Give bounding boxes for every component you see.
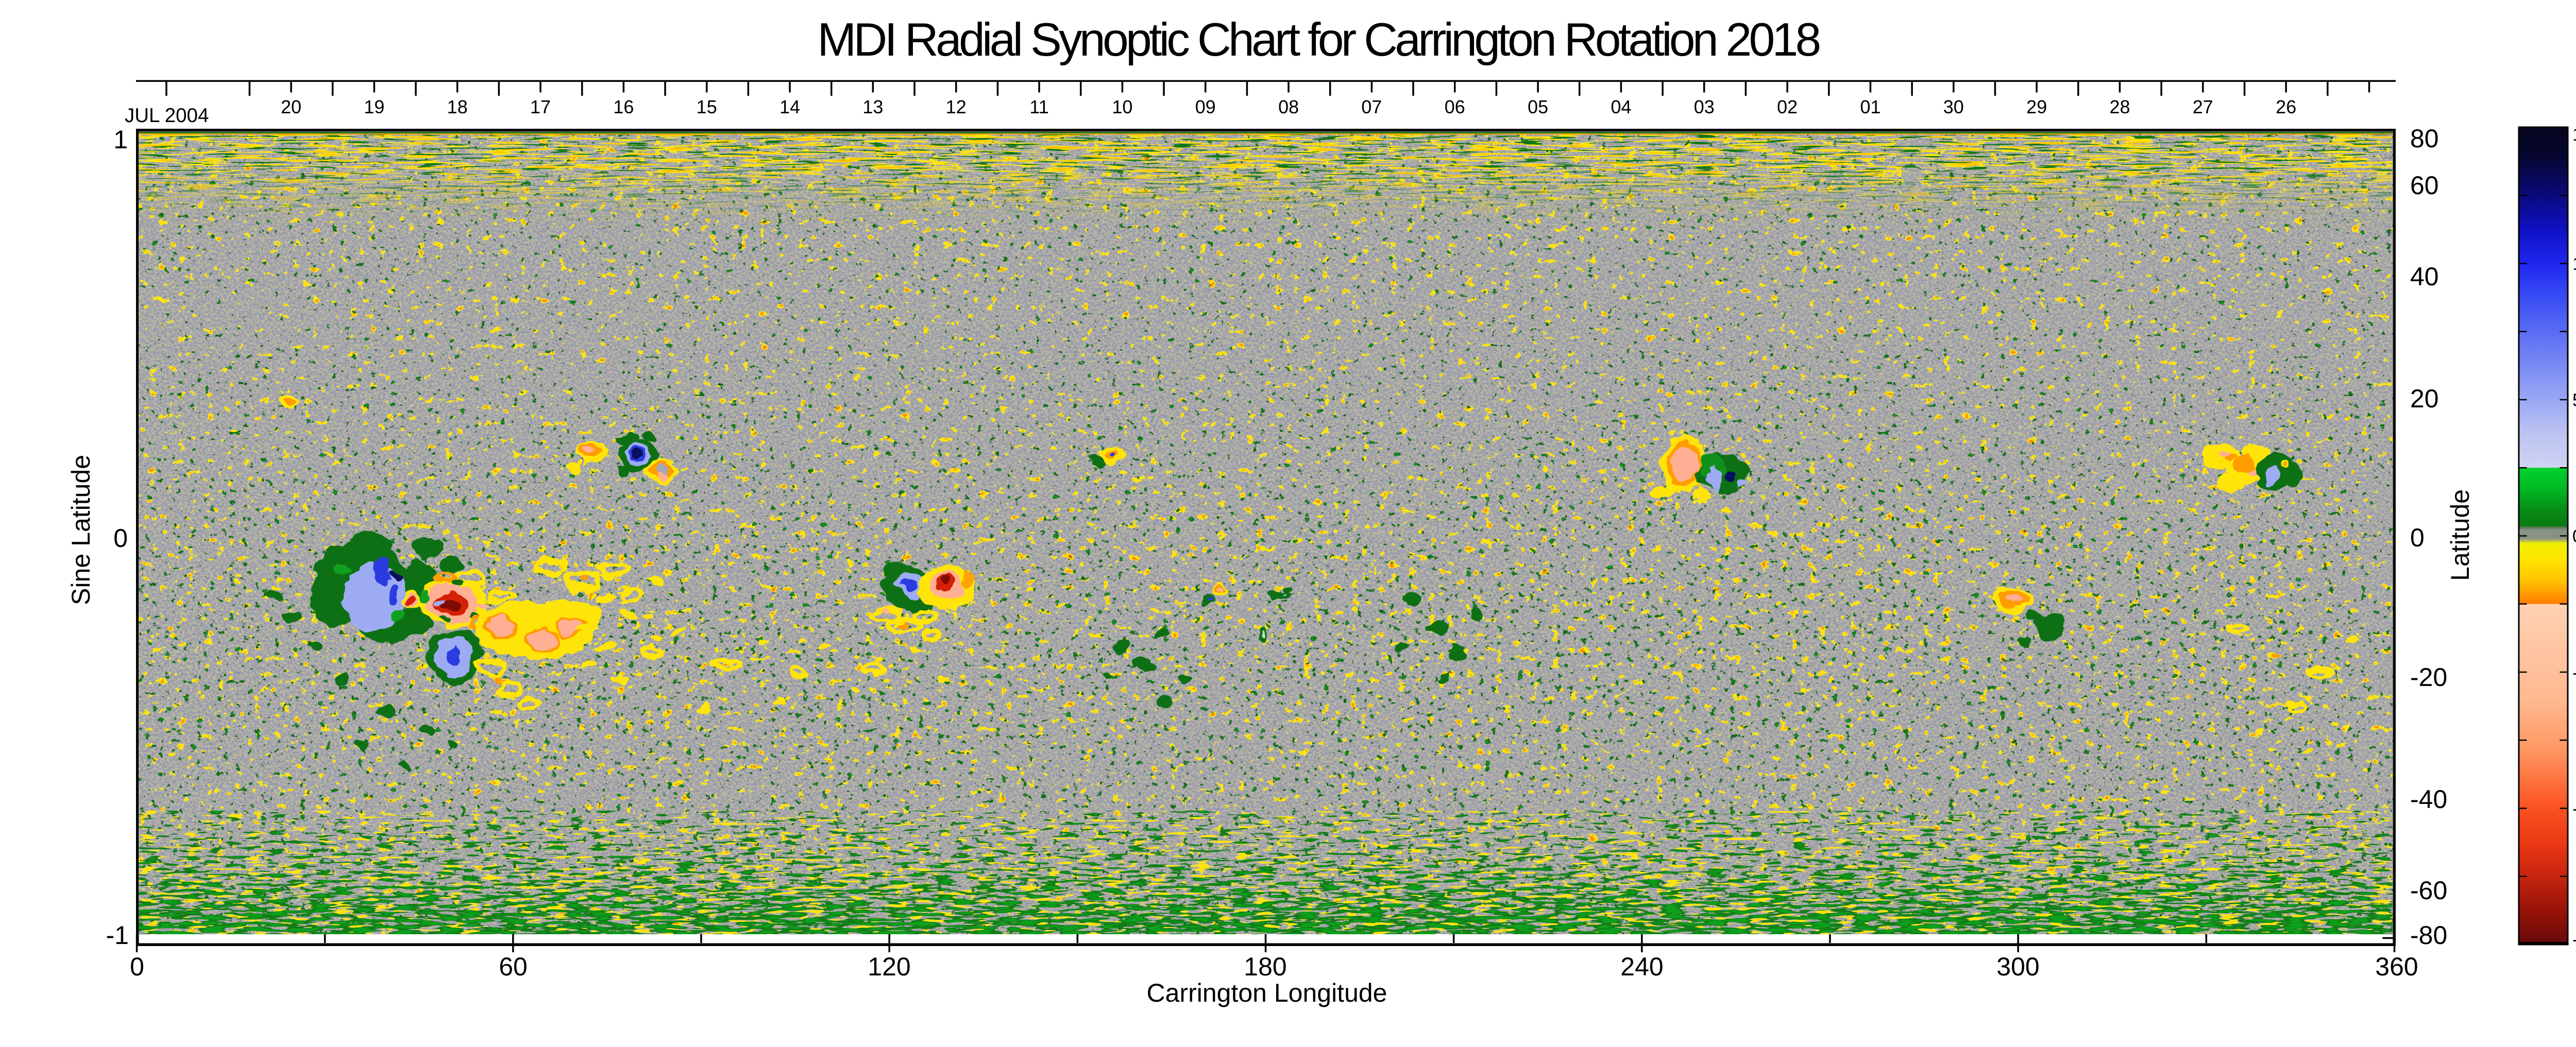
svg-text:01: 01 [1860, 96, 1880, 117]
svg-text:Carrington Longitude: Carrington Longitude [1147, 979, 1387, 1007]
svg-text:Sine Latitude: Sine Latitude [66, 455, 95, 605]
svg-text:60: 60 [2410, 171, 2439, 200]
svg-text:500: 500 [2572, 390, 2576, 410]
svg-text:03: 03 [1694, 96, 1715, 117]
svg-text:17: 17 [530, 96, 551, 117]
svg-text:300: 300 [1996, 952, 2039, 981]
svg-text:04: 04 [1611, 96, 1631, 117]
svg-text:120: 120 [868, 952, 910, 981]
svg-text:27: 27 [2193, 96, 2213, 117]
svg-text:19: 19 [364, 96, 384, 117]
svg-text:-1: -1 [106, 921, 129, 950]
svg-text:29: 29 [2026, 96, 2047, 117]
svg-text:-20: -20 [2410, 663, 2447, 692]
svg-text:10: 10 [1112, 96, 1132, 117]
svg-text:12: 12 [946, 96, 967, 117]
svg-text:80: 80 [2410, 124, 2439, 153]
svg-text:02: 02 [1777, 96, 1798, 117]
svg-text:1: 1 [113, 125, 128, 154]
svg-text:-80: -80 [2410, 921, 2447, 950]
svg-text:15: 15 [697, 96, 717, 117]
svg-text:1500: 1500 [2572, 125, 2576, 145]
svg-text:11: 11 [1029, 96, 1048, 117]
svg-text:MDI Radial Synoptic Chart for: MDI Radial Synoptic Chart for Carrington… [817, 14, 1819, 66]
svg-text:28: 28 [2109, 96, 2130, 117]
svg-text:JUL 2004: JUL 2004 [125, 105, 209, 127]
svg-text:-1500: -1500 [2572, 930, 2576, 950]
svg-text:16: 16 [613, 96, 634, 117]
svg-text:0: 0 [130, 952, 144, 981]
svg-text:0: 0 [2572, 526, 2576, 546]
svg-text:-40: -40 [2410, 785, 2447, 814]
svg-text:180: 180 [1244, 952, 1286, 981]
svg-text:360: 360 [2375, 952, 2418, 981]
svg-text:30: 30 [1943, 96, 1964, 117]
svg-text:07: 07 [1361, 96, 1382, 117]
svg-text:0: 0 [2410, 523, 2425, 552]
svg-text:26: 26 [2276, 96, 2296, 117]
svg-text:-60: -60 [2410, 876, 2447, 905]
svg-text:1000: 1000 [2572, 254, 2576, 274]
svg-text:20: 20 [281, 96, 301, 117]
svg-text:60: 60 [499, 952, 528, 981]
svg-text:09: 09 [1195, 96, 1216, 117]
svg-text:-500: -500 [2572, 663, 2576, 683]
svg-text:06: 06 [1445, 96, 1465, 117]
svg-text:-1000: -1000 [2572, 799, 2576, 819]
svg-text:14: 14 [779, 96, 800, 117]
svg-text:20: 20 [2410, 384, 2439, 413]
svg-text:40: 40 [2410, 262, 2439, 291]
svg-text:Latitude: Latitude [2446, 489, 2475, 581]
svg-text:13: 13 [862, 96, 883, 117]
svg-text:18: 18 [447, 96, 468, 117]
svg-text:05: 05 [1528, 96, 1548, 117]
svg-text:0: 0 [113, 524, 128, 553]
svg-text:240: 240 [1620, 952, 1663, 981]
svg-text:08: 08 [1278, 96, 1299, 117]
